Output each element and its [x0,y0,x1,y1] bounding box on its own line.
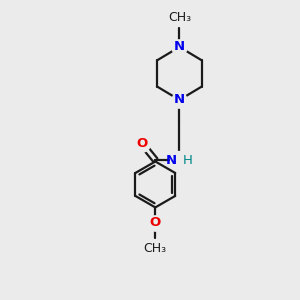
Text: O: O [136,137,148,150]
Text: N: N [174,40,185,53]
Text: CH₃: CH₃ [168,11,191,24]
Text: O: O [150,216,161,229]
Text: N: N [174,93,185,106]
Text: H: H [183,154,193,166]
Text: N: N [166,154,177,166]
Text: CH₃: CH₃ [144,242,167,255]
